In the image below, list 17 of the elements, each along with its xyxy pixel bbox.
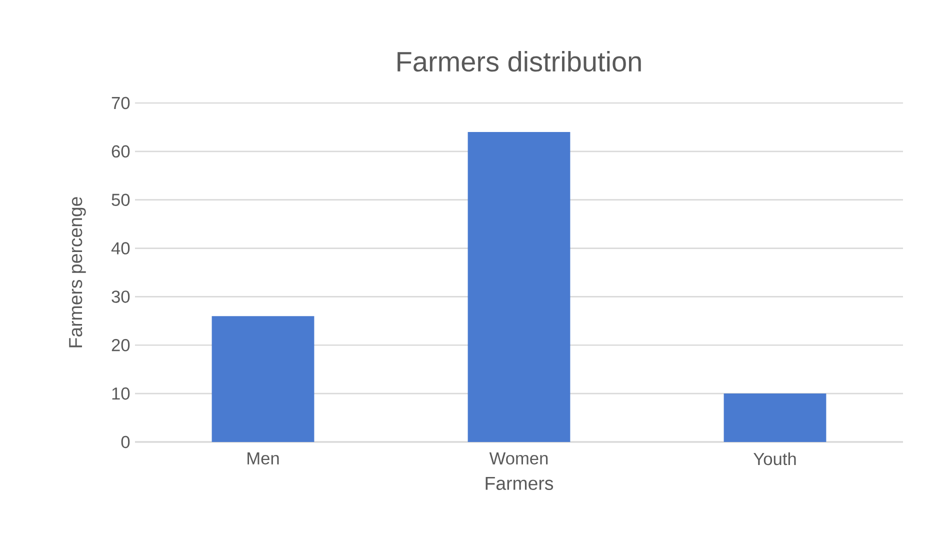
x-tick-label: Youth — [754, 452, 796, 466]
y-tick-label: 40 — [111, 242, 130, 254]
y-tick-label: 0 — [121, 436, 130, 448]
bar — [724, 394, 826, 442]
y-tick-label: 30 — [112, 290, 130, 303]
y-tick-label: 60 — [112, 145, 130, 158]
x-tick-label: Women — [489, 452, 548, 464]
y-tick-label: 20 — [112, 338, 130, 352]
x-tick-label: Men — [248, 452, 279, 464]
chart-title: Farmers distribution — [398, 51, 641, 72]
y-tick-label: 70 — [112, 96, 130, 110]
y-axis-title: Farmers percenge — [69, 197, 86, 348]
y-tick-label: 10 — [112, 387, 130, 400]
bar — [468, 132, 570, 442]
x-axis-title: Farmers — [486, 476, 554, 490]
y-tick-label: 50 — [112, 194, 130, 206]
bar — [212, 316, 314, 442]
